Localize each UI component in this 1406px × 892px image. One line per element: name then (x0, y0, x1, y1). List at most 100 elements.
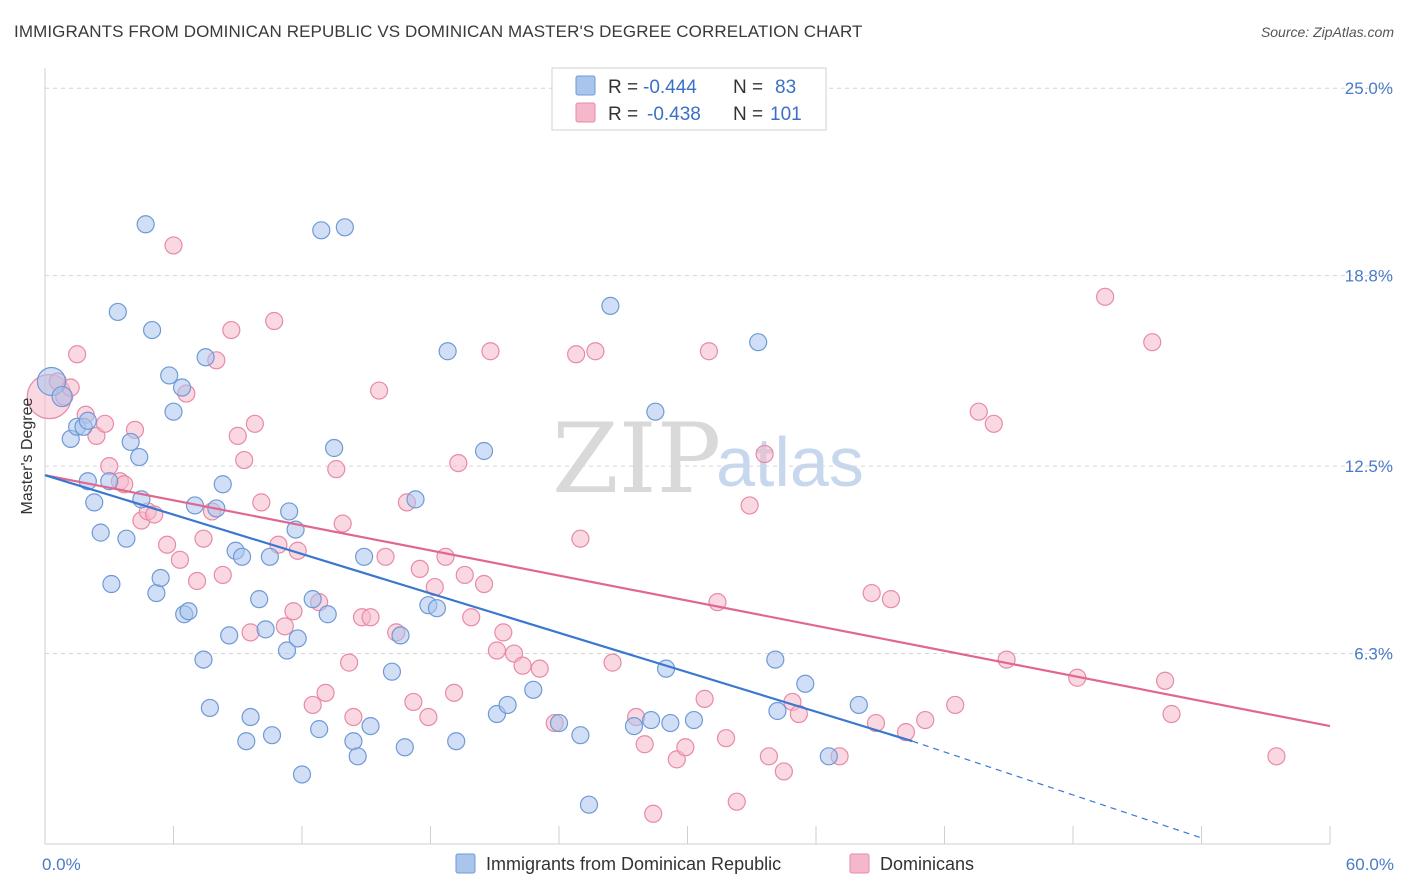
dominicans-point-43 (361, 608, 380, 627)
dominicans-point-79 (740, 496, 759, 515)
series-immigrants (36, 215, 868, 814)
immigrants-point-40 (277, 641, 297, 660)
immigrants-point-33 (232, 547, 252, 566)
immigrants-point-13 (121, 432, 140, 452)
dominicans-point-58 (481, 342, 500, 361)
immigrants-point-45 (303, 590, 322, 609)
dominicans-point-89 (896, 723, 916, 742)
dominicans-point-73 (676, 738, 695, 757)
trend-line-immigrants (44, 474, 913, 743)
legend-n-value-0: 83 (775, 77, 796, 98)
dominicans-point-80 (755, 444, 774, 464)
dominicans-point-16 (164, 236, 183, 255)
dominicans-point-81 (759, 747, 778, 766)
immigrants-point-66 (524, 680, 543, 699)
dominicans-point-52 (436, 547, 455, 566)
source-label: Source: ZipAtlas.com (1260, 24, 1394, 40)
bottom-legend-swatch-blue (455, 853, 476, 874)
dominicans-point-74 (695, 689, 714, 708)
immigrants-point-20 (160, 366, 179, 385)
dominicans-point-68 (603, 653, 622, 672)
immigrants-point-52 (348, 747, 367, 766)
dominicans-point-65 (567, 345, 586, 364)
legend-r-value-1: -0.438 (647, 104, 701, 125)
immigrants-point-1 (51, 385, 73, 408)
immigrants-point-50 (335, 218, 354, 237)
dominicans-point-19 (187, 571, 207, 591)
y-tick-label-1: 12.5% (1345, 457, 1393, 476)
immigrants-point-22 (172, 378, 192, 397)
correlation-legend: R = -0.444 N = 83 R = -0.438 N = 101 (551, 67, 827, 131)
immigrants-point-73 (646, 402, 665, 421)
immigrants-point-72 (641, 710, 661, 730)
immigrants-point-16 (136, 215, 155, 234)
dominicans-point-39 (333, 514, 352, 533)
legend-r-label-1: R = (608, 104, 638, 125)
dominicans-point-37 (316, 683, 335, 702)
y-tick-label-0: 6.3% (1354, 645, 1393, 664)
x-tick-label-0: 0.0% (42, 855, 81, 874)
dominicans-point-55 (455, 565, 474, 585)
immigrants-point-54 (361, 716, 380, 736)
legend-n-value-1: 101 (770, 104, 802, 125)
dominicans-point-67 (586, 342, 605, 361)
dominicans-point-91 (946, 695, 965, 715)
dominicans-point-27 (241, 623, 260, 642)
dominicans-point-48 (404, 692, 423, 712)
dominicans-point-99 (1162, 704, 1181, 724)
series-dominicans (26, 236, 1286, 823)
y-tick-label-2: 18.8% (1345, 267, 1393, 286)
immigrants-point-77 (749, 333, 768, 352)
immigrants-point-28 (200, 698, 220, 718)
immigrants-point-30 (213, 475, 232, 494)
dominicans-point-66 (571, 529, 590, 548)
immigrants-point-78 (766, 650, 785, 669)
legend-swatch-pink (575, 102, 596, 123)
grid-lines (45, 87, 1392, 655)
dominicans-point-56 (462, 608, 481, 627)
legend-r-label-0: R = (608, 77, 638, 98)
immigrants-point-12 (117, 529, 136, 548)
dominicans-point-75 (699, 342, 719, 361)
immigrants-point-44 (292, 765, 312, 784)
immigrants-point-26 (194, 650, 213, 669)
immigrants-point-60 (427, 599, 447, 618)
legend-n-label-1: N = (733, 104, 763, 125)
immigrants-point-35 (241, 707, 260, 727)
immigrants-point-70 (601, 296, 620, 315)
immigrants-point-24 (179, 602, 198, 621)
trend-lines (44, 474, 1331, 839)
chart-title: IMMIGRANTS FROM DOMINICAN REPUBLIC VS DO… (14, 22, 863, 41)
immigrants-point-47 (312, 221, 331, 240)
dominicans-point-23 (213, 565, 232, 585)
immigrants-point-41 (280, 502, 299, 521)
immigrants-point-49 (325, 438, 344, 458)
watermark-atlas: atlas (716, 423, 864, 501)
immigrants-point-36 (250, 590, 269, 609)
immigrants-point-76 (684, 710, 704, 730)
y-tick-label-3: 25.0% (1345, 79, 1393, 98)
dominicans-point-90 (916, 710, 935, 730)
immigrants-point-51 (344, 732, 363, 751)
dominicans-point-92 (969, 402, 988, 421)
immigrants-point-56 (391, 626, 410, 645)
legend-swatch-blue (575, 75, 596, 96)
dominicans-point-20 (194, 529, 213, 548)
immigrants-point-75 (661, 713, 680, 733)
dominicans-point-26 (235, 450, 254, 470)
immigrants-point-11 (108, 302, 127, 322)
dominicans-point-71 (644, 804, 663, 823)
y-axis-label: Master's Degree (19, 397, 36, 514)
dominicans-point-41 (344, 707, 363, 727)
legend-r-value-0: -0.444 (643, 77, 697, 98)
immigrants-point-80 (796, 674, 815, 693)
dominicans-point-63 (530, 659, 549, 678)
dominicans-point-88 (881, 590, 901, 609)
immigrants-point-21 (164, 402, 183, 421)
dominicans-point-45 (376, 547, 395, 566)
dominicans-point-53 (444, 683, 464, 702)
dominicans-point-82 (774, 762, 793, 781)
immigrants-point-46 (310, 720, 329, 739)
x-tick-labels: 0.0% 60.0% (42, 855, 1394, 874)
